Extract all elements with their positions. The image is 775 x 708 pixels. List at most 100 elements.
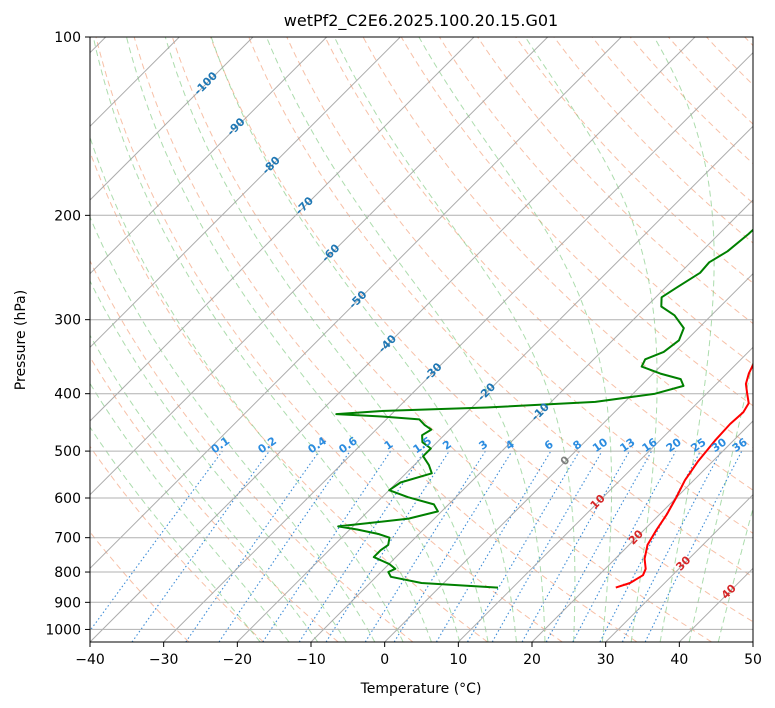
mixing-ratio-line (298, 450, 425, 642)
mixing-ratio-label: 10 (590, 435, 610, 455)
moist-adiabat (90, 215, 376, 642)
moist-adiabat (92, 37, 432, 642)
y-tick-label: 300 (54, 313, 81, 329)
dry-adiabat (515, 37, 753, 284)
y-tick-label: 600 (54, 491, 81, 507)
mixing-ratio-line (545, 450, 653, 642)
x-tick-label: 40 (670, 652, 688, 668)
moist-adiabat (266, 37, 546, 642)
x-axis-label: Temperature (°C) (360, 681, 482, 697)
x-tick-label: −20 (223, 652, 253, 668)
mixing-ratio-line (521, 450, 630, 642)
isotherm-line (752, 641, 753, 642)
dry-adiabat (400, 37, 753, 407)
moist-adiabat (333, 37, 576, 642)
dry-adiabat (95, 37, 563, 642)
y-tick-label: 400 (54, 387, 81, 403)
isotherm-label: -30 (421, 360, 444, 383)
mixing-ratio-label: 8 (571, 438, 585, 453)
y-tick-label: 700 (54, 531, 81, 547)
dry-adiabat (90, 445, 264, 642)
isotherm-line (236, 125, 753, 642)
mixing-ratio-label: 16 (640, 435, 660, 455)
moist-adiabat (126, 37, 461, 642)
isotherm-line (678, 567, 753, 642)
isotherm-line (90, 37, 401, 349)
moist-adiabat (164, 37, 489, 642)
isotherm-label: -90 (224, 115, 247, 138)
moist-adiabat (90, 334, 319, 642)
mixing-ratio-line (185, 450, 320, 642)
mixing-ratio-label: 6 (542, 438, 556, 453)
y-tick-label: 900 (54, 595, 81, 611)
isotherm-line (310, 199, 753, 642)
dewpoint-profile (335, 228, 753, 589)
moist-adiabat (418, 37, 613, 642)
x-tick-label: 10 (449, 652, 467, 668)
isotherm-line (90, 37, 549, 496)
isotherm-line (384, 272, 753, 642)
isotherm-line (90, 37, 254, 201)
background-lines (90, 37, 753, 642)
x-tick-label: −40 (75, 652, 105, 668)
axes: −40 −30 −20 −10 0 10 20 30 40 5010020030040050060… (45, 30, 762, 668)
dry-adiabat (591, 37, 753, 204)
y-tick-label: 800 (54, 565, 81, 581)
moist-adiabat (653, 37, 715, 642)
isotherm-line (531, 420, 753, 642)
y-axis-label: Pressure (hPa) (13, 290, 29, 390)
dry-adiabat (90, 259, 414, 642)
sounding-series (335, 228, 753, 589)
dry-adiabat (706, 37, 753, 86)
mixing-ratio-label: 0.1 (209, 434, 232, 456)
mixing-ratio-line (90, 450, 223, 632)
x-tick-label: 50 (744, 652, 762, 668)
x-tick-label: 0 (380, 652, 389, 668)
dry-adiabat (668, 37, 753, 125)
isotherm-line (90, 37, 475, 422)
mixing-ratio-label: 1 (382, 438, 396, 453)
x-tick-label: −30 (149, 652, 179, 668)
isotherm-line (457, 346, 753, 642)
dry-adiabat (248, 37, 753, 578)
dry-adiabat (744, 37, 753, 47)
mixing-ratio-line (218, 450, 351, 642)
mixing-ratio-line (262, 450, 392, 642)
mixing-ratio-line (435, 450, 552, 642)
mixing-ratio-label: 0.6 (336, 434, 360, 456)
mixing-ratio-line (325, 450, 450, 642)
x-tick-label: 20 (523, 652, 541, 668)
moist-adiabat (688, 358, 753, 642)
mixing-ratio-label: 2 (440, 438, 454, 453)
x-tick-label: −10 (296, 652, 326, 668)
isotherm-line (90, 37, 328, 275)
mixing-ratio-line (131, 450, 270, 642)
y-tick-label: 1000 (45, 622, 81, 638)
mixing-ratio-label: 3 (477, 438, 491, 453)
moist-adiabat (90, 426, 261, 642)
dry-adiabat (629, 37, 753, 165)
isotherm-line (605, 493, 753, 642)
mixing-ratio-label: 1.5 (411, 434, 434, 456)
dry-adiabat (477, 37, 753, 325)
moist-adiabat (210, 37, 517, 642)
mixing-ratio-label: 30 (709, 435, 729, 455)
mixing-ratio-line (644, 450, 743, 642)
y-tick-label: 500 (54, 444, 81, 460)
x-tick-label: 30 (597, 652, 615, 668)
pressure-grid (90, 37, 753, 630)
y-tick-label: 200 (54, 208, 81, 224)
moist-adiabat (90, 382, 290, 642)
isotherm-line (90, 37, 622, 570)
moist-adiabat (717, 506, 753, 642)
isotherm-line (163, 51, 753, 642)
dry-adiabat (210, 37, 753, 623)
mixing-ratio-line (393, 450, 513, 642)
mixing-ratio-label: 20 (664, 435, 684, 455)
mixing-ratio-label: 0.4 (306, 434, 330, 456)
mixing-ratio-line (572, 450, 677, 642)
dry-adiabat (324, 37, 753, 491)
dry-adiabat (133, 37, 638, 642)
temperature-profile (615, 362, 753, 589)
